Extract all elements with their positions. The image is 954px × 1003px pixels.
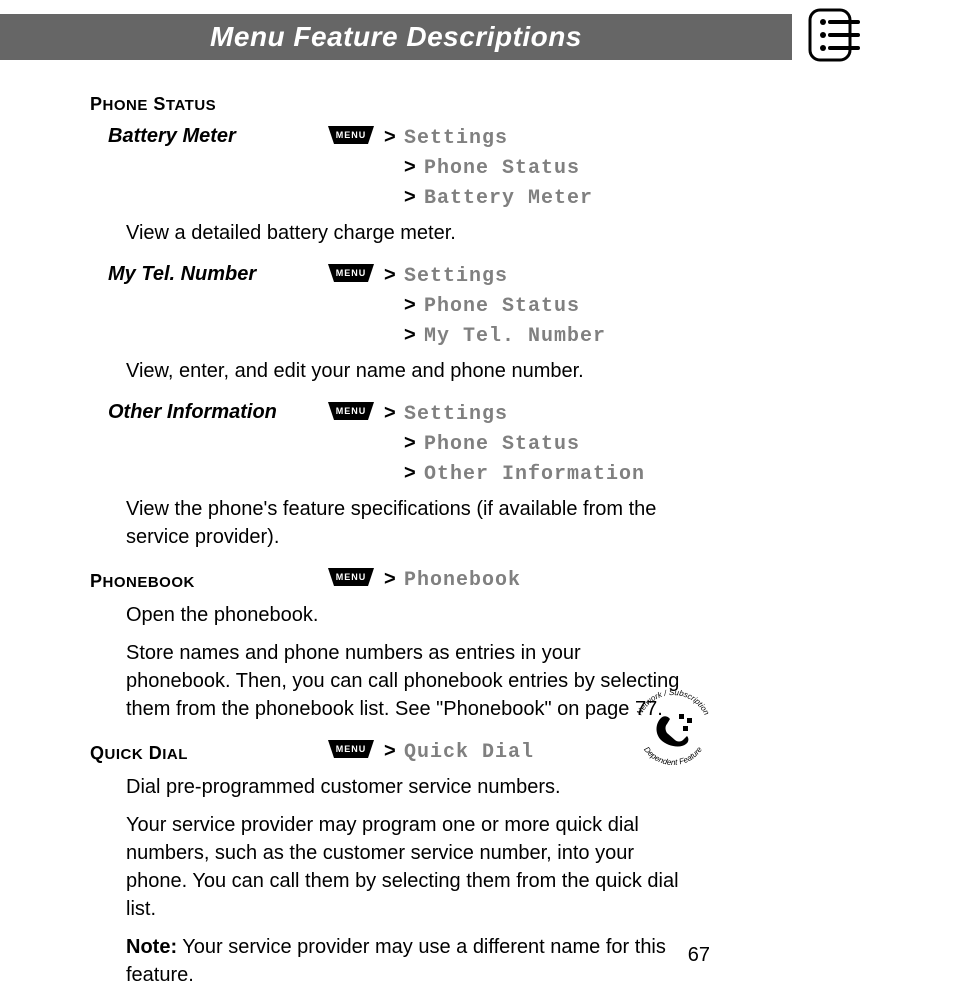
menu-button-icon: MENU: [326, 264, 376, 282]
svg-text:MENU: MENU: [336, 744, 367, 754]
path-segment: Phone Status: [424, 431, 580, 459]
path-sep: >: [384, 399, 404, 427]
header-background: Menu Feature Descriptions: [0, 14, 792, 60]
path-segment: Settings: [404, 401, 508, 429]
heading-rest: IAL: [162, 746, 188, 763]
path-segment: Phonebook: [404, 567, 521, 595]
path-sep: >: [404, 291, 424, 319]
note-label: Note:: [126, 936, 177, 958]
menu-button-icon: MENU: [326, 568, 376, 586]
feature-note: Note: Your service provider may use a di…: [90, 933, 686, 989]
note-text: Your service provider may use a differen…: [126, 936, 666, 986]
path-segment: Settings: [404, 263, 508, 291]
page-content: PHONE STATUS Battery Meter MENU >Setting…: [0, 60, 790, 989]
path-sep: >: [404, 459, 424, 487]
svg-text:Network / Subscription: Network / Subscription: [635, 688, 712, 717]
svg-text:Dependent Feature: Dependent Feature: [642, 745, 704, 767]
path-sep: >: [404, 429, 424, 457]
feature-description: View a detailed battery charge meter.: [90, 219, 686, 247]
menu-button-icon: MENU: [326, 402, 376, 420]
svg-text:MENU: MENU: [336, 572, 367, 582]
feature-description: Dial pre-programmed customer service num…: [90, 773, 606, 801]
menu-path: MENU >Settings >Phone Status >My Tel. Nu…: [326, 261, 606, 351]
path-sep: >: [384, 123, 404, 151]
path-sep: >: [404, 183, 424, 211]
heading-rest: TATUS: [166, 97, 216, 114]
menu-path: MENU >Settings >Phone Status >Battery Me…: [326, 123, 593, 213]
svg-text:MENU: MENU: [336, 406, 367, 416]
path-segment: Phone Status: [424, 293, 580, 321]
document-page: Menu Feature Descriptions PHONE STATUS B…: [0, 14, 954, 989]
path-sep: >: [384, 565, 404, 593]
menu-button-icon: MENU: [326, 126, 376, 144]
feature-description: Store names and phone numbers as entries…: [90, 639, 686, 723]
path-segment: Battery Meter: [424, 185, 593, 213]
heading-cap: P: [90, 94, 103, 114]
feature-name: Other Information: [90, 399, 326, 424]
heading-rest: HONE: [103, 97, 148, 114]
section-quick-dial-heading: QUICK DIAL: [90, 737, 326, 764]
feature-description: Open the phonebook.: [90, 601, 686, 629]
feature-description: View the phone's feature specifications …: [90, 495, 686, 551]
path-segment: My Tel. Number: [424, 323, 606, 351]
path-sep: >: [404, 153, 424, 181]
feature-other-information: Other Information MENU >Settings >Phone …: [90, 399, 790, 551]
feature-name: My Tel. Number: [90, 261, 326, 286]
path-sep: >: [384, 737, 404, 765]
chapter-title: Menu Feature Descriptions: [210, 21, 582, 53]
feature-description: View, enter, and edit your name and phon…: [90, 357, 686, 385]
path-segment: Phone Status: [424, 155, 580, 183]
path-sep: >: [404, 321, 424, 349]
network-dependent-feature-icon: Network / Subscription Dependent Feature: [630, 687, 716, 778]
feature-name: Battery Meter: [90, 123, 326, 148]
path-segment: Quick Dial: [404, 739, 534, 767]
heading-cap: S: [153, 94, 166, 114]
path-segment: Other Information: [424, 461, 645, 489]
section-phonebook-heading: PHONEBOOK: [90, 565, 326, 592]
menu-path: MENU >Quick Dial: [326, 737, 534, 767]
list-icon: [808, 8, 862, 66]
heading-rest: HONEBOOK: [103, 574, 195, 591]
menu-button-icon: MENU: [326, 740, 376, 758]
svg-text:MENU: MENU: [336, 268, 367, 278]
menu-path: MENU >Settings >Phone Status >Other Info…: [326, 399, 645, 489]
heading-cap: D: [149, 743, 163, 763]
feature-description: Your service provider may program one or…: [90, 811, 686, 923]
heading-cap: P: [90, 571, 103, 591]
menu-path: MENU >Phonebook: [326, 565, 521, 595]
svg-text:MENU: MENU: [336, 130, 367, 140]
section-phone-status-heading: PHONE STATUS: [90, 94, 790, 115]
feature-my-tel-number: My Tel. Number MENU >Settings >Phone Sta…: [90, 261, 790, 385]
path-sep: >: [384, 261, 404, 289]
heading-cap: Q: [90, 743, 105, 763]
page-number: 67: [688, 944, 710, 967]
heading-rest: UICK: [105, 746, 144, 763]
feature-battery-meter: Battery Meter MENU >Settings >Phone Stat…: [90, 123, 790, 247]
chapter-header: Menu Feature Descriptions: [0, 14, 954, 60]
path-segment: Settings: [404, 125, 508, 153]
